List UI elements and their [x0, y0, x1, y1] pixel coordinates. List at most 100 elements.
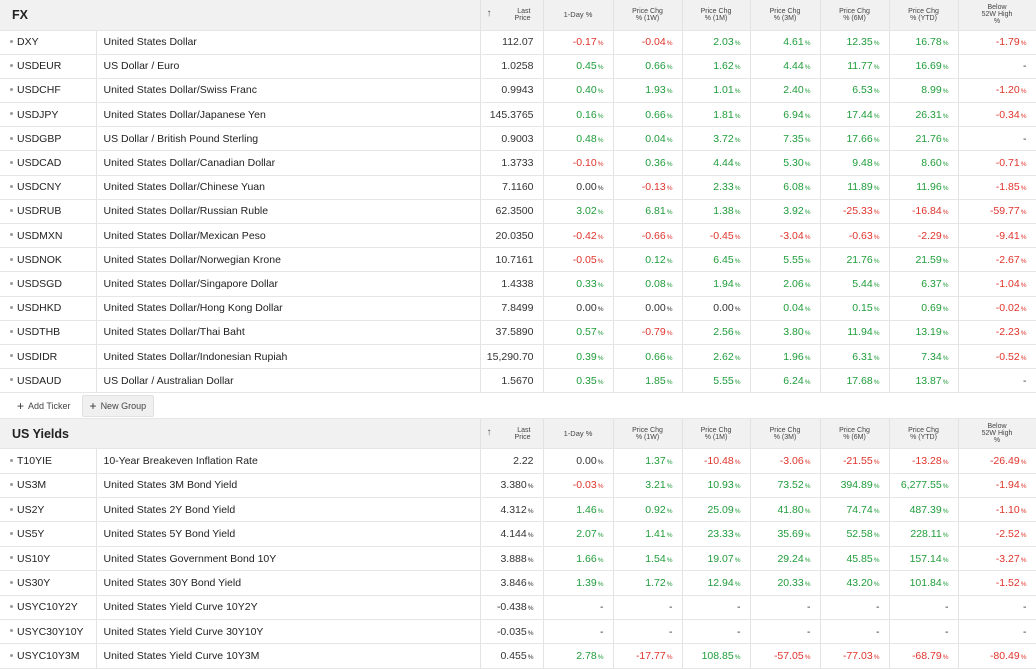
ticker-symbol[interactable]: USDMXN — [0, 223, 97, 249]
ticker-symbol[interactable]: DXY — [0, 30, 97, 55]
ticker-symbol[interactable]: US5Y — [0, 521, 97, 547]
drag-handle-icon[interactable] — [10, 88, 13, 92]
ticker-symbol[interactable]: USYC10Y3M — [0, 643, 97, 669]
drag-handle-icon[interactable] — [10, 330, 13, 334]
drag-handle-icon[interactable] — [10, 605, 13, 609]
table-row[interactable]: USDNOK United States Dollar/Norwegian Kro… — [0, 247, 1036, 273]
ticker-symbol[interactable]: US2Y — [0, 497, 97, 523]
table-row[interactable]: USDHKD United States Dollar/Hong Kong Dol… — [0, 296, 1036, 321]
ticker-symbol[interactable]: T10YIE — [0, 448, 97, 474]
drag-handle-icon[interactable] — [10, 112, 13, 116]
drag-handle-icon[interactable] — [10, 531, 13, 535]
column-header-1-day[interactable]: 1-Day % — [543, 418, 614, 450]
column-header-1w[interactable]: Price Chg% (1W) — [613, 0, 683, 31]
table-row[interactable]: USDJPY United States Dollar/Japanese Yen 1… — [0, 102, 1036, 128]
table-row[interactable]: USDGBP US Dollar / British Pound Sterling… — [0, 126, 1036, 152]
table-row[interactable]: USYC10Y3M United States Yield Curve 10Y3M… — [0, 643, 1036, 669]
drag-handle-icon[interactable] — [10, 209, 13, 213]
last-price: 145.3765 — [480, 102, 544, 128]
ticker-symbol[interactable]: USYC30Y10Y — [0, 619, 97, 645]
table-row[interactable]: USDAUD US Dollar / Australian Dollar 1.567… — [0, 368, 1036, 394]
column-header-below-52w-high[interactable]: Below 52W High% — [958, 418, 1036, 450]
table-row[interactable]: USDSGD United States Dollar/Singapore Dol… — [0, 271, 1036, 297]
drag-handle-icon[interactable] — [10, 39, 13, 43]
drag-handle-icon[interactable] — [10, 378, 13, 382]
cell-value: -0.42 — [572, 229, 597, 242]
new-group-button[interactable]: + New Group — [81, 394, 155, 417]
column-header-1w[interactable]: Price Chg% (1W) — [613, 418, 683, 450]
drag-handle-icon[interactable] — [10, 507, 13, 511]
table-row[interactable]: DXY United States Dollar 112.07 -0.17% -0.04… — [0, 30, 1036, 55]
column-header-6m[interactable]: Price Chg% (6M) — [820, 0, 890, 31]
column-header-below-52w-high[interactable]: Below 52W High% — [958, 0, 1036, 31]
ticker-symbol[interactable]: USDGBP — [0, 126, 97, 152]
sort-arrow-icon[interactable]: ↑ — [486, 427, 492, 439]
table-row[interactable]: USDTHB United States Dollar/Thai Baht 37.5… — [0, 320, 1036, 345]
drag-handle-icon[interactable] — [10, 281, 13, 285]
yields-group-title[interactable]: US Yields — [0, 418, 96, 450]
drag-handle-icon[interactable] — [10, 580, 13, 584]
percent-sign: % — [734, 88, 741, 96]
ticker-symbol[interactable]: USDTHB — [0, 320, 97, 345]
ticker-symbol[interactable]: USDCAD — [0, 150, 97, 176]
table-row[interactable]: USDCHF United States Dollar/Swiss Franc 0.… — [0, 78, 1036, 104]
column-header-3m[interactable]: Price Chg% (3M) — [750, 0, 821, 31]
fx-group-title[interactable]: FX — [0, 0, 96, 31]
drag-handle-icon[interactable] — [10, 483, 13, 487]
ticker-symbol[interactable]: USDAUD — [0, 368, 97, 394]
table-row[interactable]: US30Y United States 30Y Bond Yield 3.846% 1… — [0, 570, 1036, 596]
table-row[interactable]: US10Y United States Government Bond 10Y 3.… — [0, 546, 1036, 572]
ticker-symbol[interactable]: USYC10Y2Y — [0, 595, 97, 621]
table-row[interactable]: US5Y United States 5Y Bond Yield 4.144% 2.0… — [0, 521, 1036, 547]
drag-handle-icon[interactable] — [10, 556, 13, 560]
drag-handle-icon[interactable] — [10, 64, 13, 67]
ticker-symbol[interactable]: USDJPY — [0, 102, 97, 128]
ticker-symbol[interactable]: USDRUB — [0, 199, 97, 225]
column-header-6m[interactable]: Price Chg% (6M) — [820, 418, 890, 450]
add-ticker-button[interactable]: + Add Ticker — [10, 396, 78, 416]
table-row[interactable]: USYC10Y2Y United States Yield Curve 10Y2Y… — [0, 595, 1036, 621]
ticker-symbol[interactable]: USDEUR — [0, 54, 97, 79]
drag-handle-icon[interactable] — [10, 458, 13, 462]
ticker-symbol[interactable]: USDIDR — [0, 344, 97, 370]
drag-handle-icon[interactable] — [10, 136, 13, 140]
drag-handle-icon[interactable] — [10, 354, 13, 358]
column-header-last-price[interactable]: ↑ Last Price — [480, 418, 544, 450]
column-header-ytd[interactable]: Price Chg% (YTD) — [889, 418, 959, 450]
drag-handle-icon[interactable] — [10, 184, 13, 188]
table-row[interactable]: USDEUR US Dollar / Euro 1.0258 0.45% 0.66% 1.… — [0, 54, 1036, 79]
drag-handle-icon[interactable] — [10, 629, 13, 633]
table-row[interactable]: USDCAD United States Dollar/Canadian Doll… — [0, 150, 1036, 176]
table-row[interactable]: USDCNY United States Dollar/Chinese Yuan 7… — [0, 175, 1036, 200]
ticker-symbol[interactable]: US10Y — [0, 546, 97, 572]
ticker-symbol[interactable]: USDSGD — [0, 271, 97, 297]
table-row[interactable]: USDIDR United States Dollar/Indonesian Ru… — [0, 344, 1036, 370]
column-header-3m[interactable]: Price Chg% (3M) — [750, 418, 821, 450]
drag-handle-icon[interactable] — [10, 305, 13, 309]
drag-handle-icon[interactable] — [10, 653, 13, 657]
table-row[interactable]: USDRUB United States Dollar/Russian Ruble… — [0, 199, 1036, 225]
ticker-symbol[interactable]: USDNOK — [0, 247, 97, 273]
cell-value: 2.22 — [513, 455, 534, 467]
table-row[interactable]: USYC30Y10Y United States Yield Curve 30Y1… — [0, 619, 1036, 645]
table-row[interactable]: T10YIE 10-Year Breakeven Inflation Rate 2.… — [0, 448, 1036, 474]
percent-sign: % — [1020, 459, 1027, 466]
percent-sign: % — [666, 233, 673, 241]
ticker-symbol[interactable]: USDCHF — [0, 78, 97, 104]
ticker-symbol[interactable]: US30Y — [0, 570, 97, 596]
column-header-1-day[interactable]: 1-Day % — [543, 0, 614, 31]
sort-arrow-icon[interactable]: ↑ — [486, 8, 492, 19]
table-row[interactable]: US3M United States 3M Bond Yield 3.380% -0.… — [0, 473, 1036, 499]
table-row[interactable]: USDMXN United States Dollar/Mexican Peso 2… — [0, 223, 1036, 249]
ticker-symbol[interactable]: US3M — [0, 473, 97, 499]
column-header-1m[interactable]: Price Chg% (1M) — [682, 0, 751, 31]
column-header-ytd[interactable]: Price Chg% (YTD) — [889, 0, 959, 31]
drag-handle-icon[interactable] — [10, 257, 13, 261]
ticker-symbol[interactable]: USDHKD — [0, 296, 97, 321]
column-header-1m[interactable]: Price Chg% (1M) — [682, 418, 751, 450]
ticker-symbol[interactable]: USDCNY — [0, 175, 97, 200]
column-header-last-price[interactable]: ↑ Last Price — [480, 0, 544, 31]
drag-handle-icon[interactable] — [10, 233, 13, 237]
table-row[interactable]: US2Y United States 2Y Bond Yield 4.312% 1.4… — [0, 497, 1036, 523]
drag-handle-icon[interactable] — [10, 160, 13, 164]
